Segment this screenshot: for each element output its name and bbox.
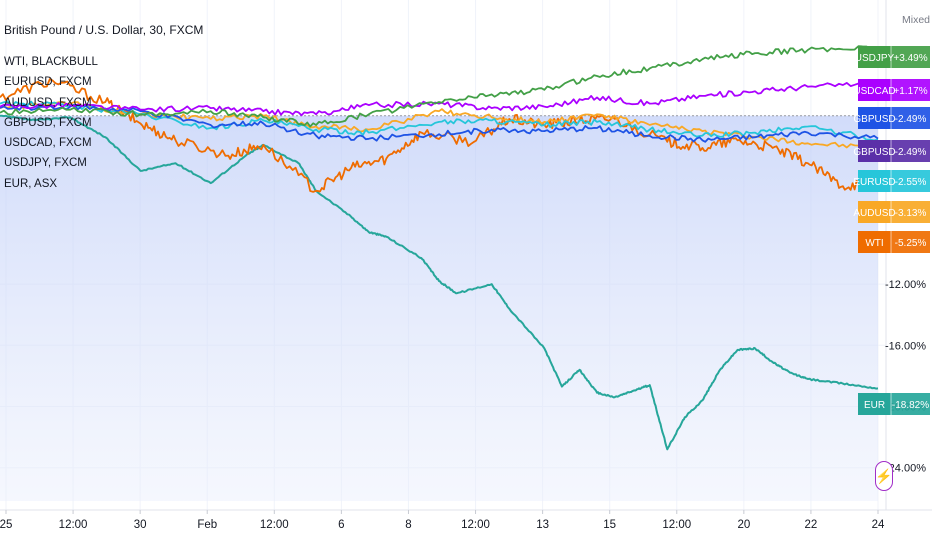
y-tick-label: -16.00%: [885, 340, 926, 352]
label-name: USDJPY: [855, 53, 895, 64]
label-name-bg: [858, 79, 891, 101]
y-tick-label: -24.00%: [885, 463, 926, 475]
legend-entry[interactable]: AUDUSD, FXCM: [4, 96, 92, 109]
series-line-usdjpy: [0, 45, 879, 128]
label-value: -18.82%: [892, 400, 929, 411]
label-name: AUDUSD: [853, 208, 895, 219]
series-line-eurusd: [0, 100, 879, 142]
label-name-bg: [858, 393, 891, 415]
scale-mode-label[interactable]: Mixed: [902, 14, 931, 26]
label-name: WTI: [865, 238, 883, 249]
x-tick-label: 22: [805, 519, 818, 531]
last-value-label-gbpusd: GBPUSD -2.49%: [853, 107, 930, 129]
series-line-gbpusd: [0, 103, 879, 143]
time-axis: 25 12:00 30 Feb 12:00 6 8 12:00 13 15 12:00 20 22 24: [0, 510, 885, 531]
x-tick-label: 12:00: [461, 519, 490, 531]
legend-entry[interactable]: USDCAD, FXCM: [4, 137, 92, 150]
label-value-bg: [891, 201, 930, 223]
label-value: -2.49%: [895, 147, 927, 158]
label-value: -2.49%: [895, 114, 927, 125]
label-value: -2.55%: [895, 177, 927, 188]
lightning-icon[interactable]: ⚡: [875, 461, 893, 491]
x-tick-label: 12:00: [59, 519, 88, 531]
series-line-wti: [0, 78, 879, 193]
label-value-bg: [891, 46, 930, 68]
label-name: EURUSD: [853, 177, 895, 188]
label-name: GBPUSD: [853, 114, 895, 125]
label-value-bg: [891, 231, 930, 253]
x-tick-label: 20: [737, 519, 750, 531]
x-tick-label: Feb: [197, 519, 217, 531]
label-name-bg: [858, 107, 891, 129]
x-tick-label: 25: [0, 519, 12, 531]
series-line-usdcad: [0, 79, 879, 117]
last-value-label-usdjpy: USDJPY +3.49%: [855, 46, 930, 68]
legend-entry[interactable]: GBPUSD, FXCM: [4, 116, 92, 129]
lightning-glyph: ⚡: [875, 467, 893, 484]
x-tick-label: 30: [134, 519, 147, 531]
x-tick-label: 24: [872, 519, 885, 531]
last-value-label-eurusd: EURUSD -2.55%: [853, 170, 930, 192]
label-name: GBPUSD: [853, 147, 895, 158]
label-name-bg: [858, 46, 891, 68]
y-tick-label: -12.00%: [885, 279, 926, 291]
last-value-label-gbpusd: GBPUSD -2.49%: [853, 140, 930, 162]
main-series-area: [0, 115, 878, 502]
legend-entry[interactable]: EURUSD, FXCM: [4, 76, 92, 89]
series-legend: WTI, BLACKBULL EURUSD, FXCM AUDUSD, FXCM GB…: [4, 52, 98, 194]
last-value-label-eur: EUR -18.82%: [858, 393, 930, 415]
series-layer: [0, 45, 879, 451]
legend-entry[interactable]: USDJPY, FXCM: [4, 157, 87, 170]
label-name: USDCAD: [853, 86, 895, 97]
label-name-bg: [858, 231, 891, 253]
label-name-bg: [858, 170, 891, 192]
last-value-labels: USDJPY +3.49%USDCAD+1.17%GBPUSD -2.49%EURU…: [853, 46, 930, 415]
label-value-bg: [891, 107, 930, 129]
chart-title: British Pound / U.S. Dollar, 30, FXCM: [4, 23, 204, 37]
label-value-bg: [891, 79, 930, 101]
label-name-bg: [858, 201, 891, 223]
label-value: +3.49%: [893, 53, 927, 64]
label-value-bg: [891, 140, 930, 162]
x-tick-label: 15: [603, 519, 616, 531]
x-tick-label: 12:00: [662, 519, 691, 531]
last-value-label-wti: WTI -5.25%: [858, 231, 930, 253]
label-value: +1.17%: [893, 86, 927, 97]
x-tick-label: 12:00: [260, 519, 289, 531]
series-line-eur: [0, 114, 879, 451]
label-value: -3.13%: [895, 208, 927, 219]
legend-entry[interactable]: EUR, ASX: [4, 177, 58, 190]
price-axis: -12.00%-16.00%-20.00%-24.00%: [885, 279, 926, 475]
last-value-label-audusd: AUDUSD -3.13%: [853, 201, 930, 223]
x-tick-label: 8: [405, 519, 411, 531]
last-value-label-usdcad: USDCAD+1.17%: [853, 79, 930, 101]
label-value: -5.25%: [895, 238, 927, 249]
x-tick-label: 6: [338, 519, 344, 531]
x-tick-label: 13: [536, 519, 549, 531]
label-value-bg: [891, 170, 930, 192]
label-name: EUR: [864, 400, 885, 411]
label-name-bg: [858, 140, 891, 162]
legend-entry[interactable]: WTI, BLACKBULL: [4, 56, 98, 68]
label-value-bg: [891, 393, 930, 415]
